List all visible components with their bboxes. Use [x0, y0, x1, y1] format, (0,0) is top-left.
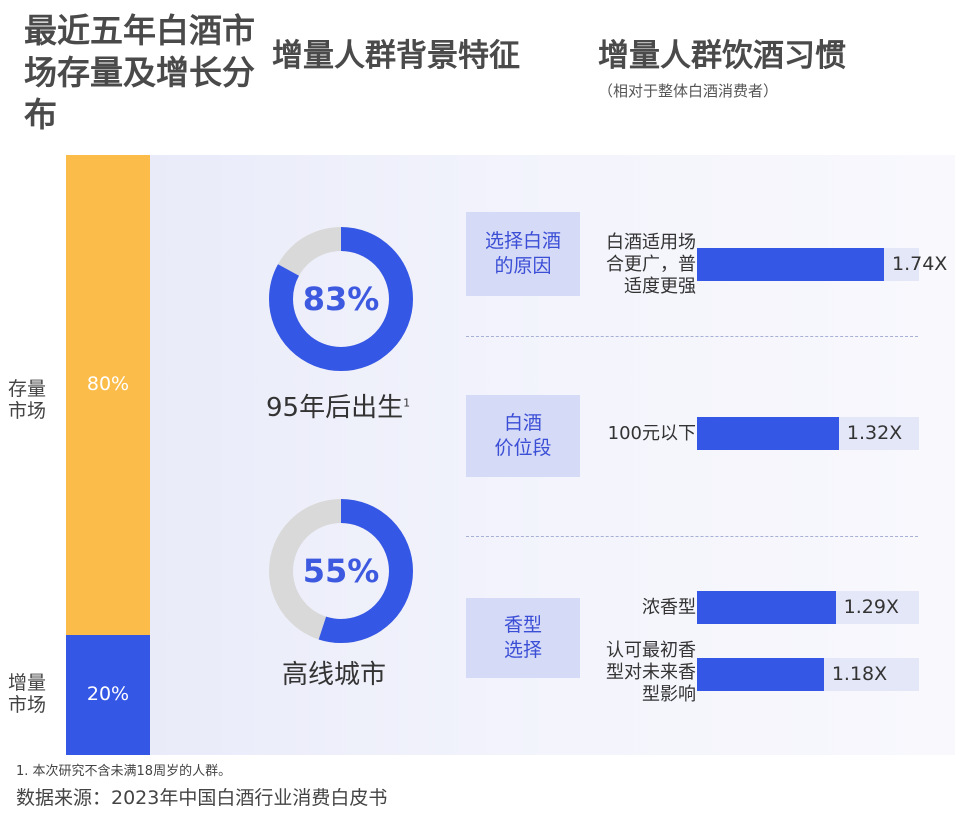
stack-segment-incremental-market: [66, 635, 150, 755]
bar-label-aroma-type: 浓香型: [578, 597, 696, 619]
category-line: 香型: [503, 614, 542, 636]
donut-tier-city-value: 55%: [302, 552, 380, 590]
bar-fill-reason: [697, 248, 884, 281]
category-line: 选择: [503, 639, 542, 661]
donut-tier-city-svg: [269, 499, 413, 643]
donut-post95-label-text: 95年后出生: [266, 393, 404, 423]
data-source: 数据来源：2023年中国白酒行业消费白皮书: [16, 787, 388, 809]
stack-value-incremental-market: 20%: [86, 683, 130, 705]
right-chart-title: 增量人群饮酒习惯: [598, 38, 846, 74]
category-line: 价位段: [494, 437, 552, 459]
bar-label-line: 浓香型: [642, 597, 696, 618]
stack-label-line: 市场: [8, 694, 47, 716]
donut-post95: 83%: [268, 226, 414, 372]
category-box-aroma: 香型 选择: [466, 598, 580, 678]
stack-label-line: 存量: [8, 378, 47, 400]
bar-label-line: 合更广，普: [606, 254, 696, 275]
bar-label-line: 白酒适用场: [606, 232, 696, 253]
category-line: 白酒: [503, 412, 542, 434]
bar-label-line: 型影响: [642, 684, 696, 705]
bar-label-aroma-influence: 认可最初香 型对未来香 型影响: [578, 640, 696, 706]
left-chart-title: 最近五年白酒市场存量及增长分布: [24, 11, 255, 134]
footnote: 1. 本次研究不含未满18周岁的人群。: [16, 764, 232, 779]
bar-label-line: 适度更强: [624, 276, 696, 297]
bar-label-reason: 白酒适用场 合更广，普 适度更强: [578, 232, 696, 298]
bar-value-aroma-type: 1.29X: [843, 596, 899, 618]
category-box-reason: 选择白酒 的原因: [466, 212, 580, 296]
category-line: 的原因: [494, 255, 552, 277]
bar-label-price: 100元以下: [578, 423, 696, 445]
footnote-marker: 1: [403, 396, 411, 410]
stack-label-existing-market: 存量 市场: [8, 378, 46, 422]
stack-label-line: 市场: [8, 400, 47, 422]
donut-post95-value: 83%: [302, 280, 380, 318]
donut-post95-label: 95年后出生1: [266, 387, 410, 424]
bar-value-reason: 1.74X: [892, 253, 948, 275]
group-divider: [466, 336, 918, 337]
group-divider: [466, 536, 918, 537]
bar-label-line: 型对未来香: [606, 662, 696, 683]
bar-label-line: 认可最初香: [606, 640, 696, 661]
stack-segment-existing-market: [66, 155, 150, 635]
middle-chart-title: 增量人群背景特征: [272, 38, 520, 74]
bar-value-aroma-influence: 1.18X: [831, 663, 888, 685]
donut-tier-city-arc: [269, 499, 413, 643]
bar-fill-aroma-type: [697, 591, 836, 624]
stack-label-incremental-market: 增量 市场: [8, 672, 46, 716]
donut-tier-city-label: 高线城市: [282, 660, 387, 690]
donut-post95-arc: [269, 227, 413, 371]
bar-label-line: 100元以下: [607, 423, 696, 444]
category-line: 选择白酒: [484, 230, 561, 252]
donut-tier-city: 55%: [268, 498, 414, 644]
stack-value-existing-market: 80%: [86, 373, 130, 395]
bar-fill-price: [697, 417, 839, 450]
category-box-price: 白酒 价位段: [466, 395, 580, 477]
right-chart-subtitle: （相对于整体白酒消费者）: [598, 82, 779, 100]
stack-label-line: 增量: [8, 672, 47, 694]
bar-fill-aroma-influence: [697, 658, 824, 691]
bar-value-price: 1.32X: [846, 422, 903, 444]
donut-post95-svg: [269, 227, 413, 371]
